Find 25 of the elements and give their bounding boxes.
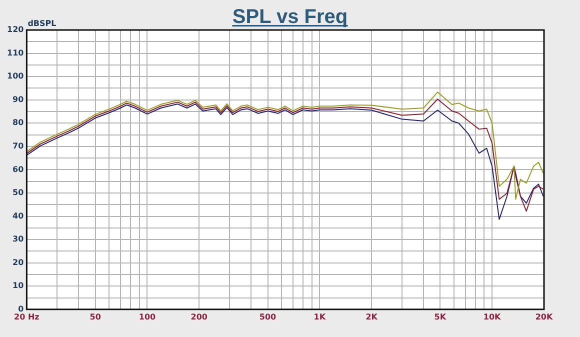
y-tick-label: 90 (12, 94, 24, 104)
y-tick-label: 40 (12, 211, 24, 220)
y-tick-label: 20 (12, 258, 24, 267)
x-tick-label: 20K (535, 312, 554, 322)
y-tick-label: 0 (18, 304, 24, 314)
x-tick-label: 50 (90, 312, 102, 322)
y-tick-label: 120 (6, 25, 24, 34)
y-tick-label: 50 (12, 188, 24, 198)
x-tick-label: 20 Hz (14, 312, 40, 322)
x-tick-label: 1K (314, 312, 326, 322)
x-tick-label: 5K (434, 312, 447, 322)
x-tick-label: 500 (259, 312, 277, 322)
y-tick-label: 10 (12, 281, 24, 290)
x-tick-label: 2K (366, 312, 378, 322)
y-tick-label: 70 (12, 141, 24, 150)
chart-title: SPL vs Freq (232, 6, 348, 28)
y-tick-label: 100 (6, 72, 24, 81)
x-tick-label: 100 (138, 312, 156, 322)
y-tick-label: 80 (12, 118, 24, 128)
y-tick-label: 30 (12, 234, 24, 244)
y-tick-label: 110 (6, 48, 24, 58)
x-tick-label: 10K (483, 312, 502, 322)
x-tick-label: 200 (190, 312, 208, 322)
y-tick-label: 60 (12, 164, 24, 174)
y-axis-title: dBSPL (28, 19, 56, 28)
